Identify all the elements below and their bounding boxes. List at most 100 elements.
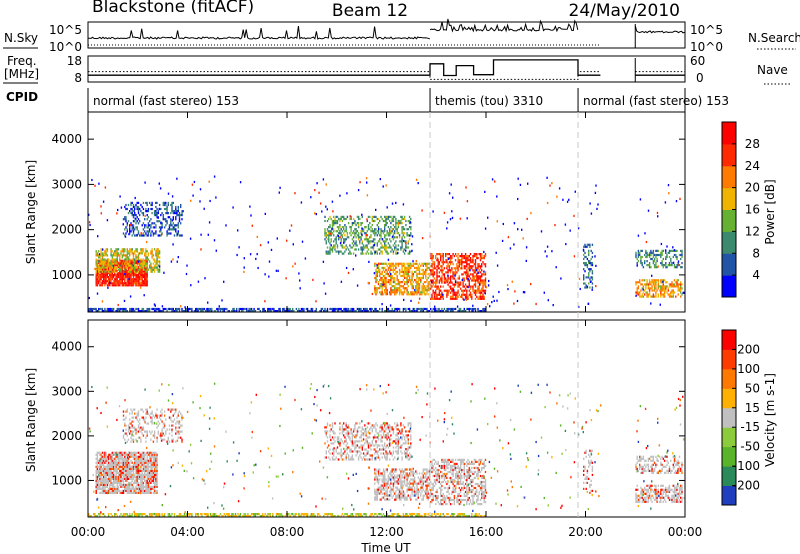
power-cell <box>379 285 381 288</box>
power-cell <box>666 255 668 259</box>
power-cell <box>343 246 345 249</box>
power-cell <box>462 279 464 282</box>
velocity-cell <box>152 487 155 490</box>
power-cell <box>172 310 174 313</box>
power-cell <box>329 224 331 227</box>
power-cell <box>551 250 553 253</box>
power-cell <box>129 307 131 311</box>
power-cell <box>445 310 447 313</box>
power-cell <box>347 310 350 313</box>
power-cell <box>481 279 483 282</box>
power-cell <box>681 249 683 252</box>
power-cell <box>433 307 436 311</box>
power-cell <box>392 266 395 269</box>
power-cell <box>668 283 671 286</box>
power-cell <box>668 249 671 252</box>
power-cell <box>398 285 401 288</box>
power-cell <box>114 266 116 269</box>
velocity-cell <box>115 489 117 492</box>
power-cell <box>151 203 153 207</box>
velocity-cell <box>119 471 121 474</box>
power-cell <box>487 284 490 287</box>
velocity-cell <box>122 467 125 470</box>
power-cell <box>477 257 479 260</box>
power-cell <box>156 262 158 265</box>
power-cell <box>136 264 138 267</box>
power-cell <box>482 261 484 264</box>
power-cell <box>453 273 456 276</box>
velocity-cell <box>134 428 136 431</box>
power-cell <box>95 262 97 265</box>
power-cell <box>142 262 145 265</box>
power-cell <box>135 267 137 271</box>
power-cell <box>394 268 396 271</box>
velocity-cell <box>146 471 148 474</box>
velocity-cell <box>147 489 150 492</box>
power-cell <box>145 274 147 277</box>
power-cell <box>137 222 140 225</box>
power-cell <box>484 263 487 266</box>
power-cell <box>101 254 104 257</box>
velocity-cell <box>98 475 100 478</box>
power-cell <box>546 176 548 179</box>
power-cell <box>459 283 462 286</box>
power-cell <box>132 252 135 255</box>
power-cell <box>472 269 474 272</box>
power-cell <box>151 256 153 259</box>
velocity-cell <box>100 487 102 490</box>
power-cell <box>453 293 456 296</box>
power-cell <box>343 238 345 241</box>
power-cell <box>477 287 479 290</box>
power-cell <box>471 261 473 264</box>
power-cell <box>639 279 641 282</box>
power-cell <box>463 310 465 313</box>
power-cell <box>262 307 264 311</box>
velocity-cell <box>152 453 155 456</box>
power-cell <box>390 283 392 286</box>
power-cell <box>325 234 327 237</box>
power-cell <box>440 289 442 292</box>
velocity-cell <box>119 477 121 480</box>
power-cell <box>441 267 443 270</box>
power-cell <box>660 251 662 254</box>
velocity-cell <box>155 473 157 476</box>
power-cell <box>126 274 128 277</box>
power-cell <box>423 291 426 294</box>
power-cell <box>366 181 368 184</box>
power-cell <box>422 307 424 311</box>
power-cell <box>127 252 130 255</box>
power-cell <box>109 280 111 283</box>
power-cell <box>387 246 390 249</box>
power-cell <box>139 220 141 223</box>
velocity-cell <box>142 463 145 466</box>
power-cell <box>129 230 131 233</box>
power-cell <box>401 268 403 271</box>
velocity-cell <box>131 461 133 464</box>
velocity-cell <box>109 473 111 476</box>
power-cell <box>457 289 459 292</box>
power-cell <box>142 250 145 253</box>
power-cell <box>415 259 417 263</box>
power-cell <box>375 228 377 231</box>
power-cell <box>385 219 387 223</box>
power-cell <box>173 228 176 231</box>
power-cell <box>397 224 400 227</box>
power-cell <box>457 267 459 270</box>
velocity-cell <box>96 461 99 464</box>
power-cell <box>96 272 99 275</box>
power-cell <box>139 278 141 281</box>
power-cell <box>336 246 339 249</box>
velocity-cell <box>98 479 100 482</box>
power-cell <box>655 283 657 286</box>
power-cell <box>653 287 656 290</box>
velocity-cell <box>139 473 141 476</box>
power-cell <box>165 218 167 221</box>
power-cell <box>367 238 370 241</box>
power-cell <box>447 291 449 294</box>
power-cell <box>381 272 383 276</box>
power-cell <box>648 287 651 290</box>
power-cell <box>160 228 162 231</box>
power-cell <box>433 261 436 264</box>
power-cell <box>347 271 350 274</box>
power-cell <box>157 216 159 219</box>
